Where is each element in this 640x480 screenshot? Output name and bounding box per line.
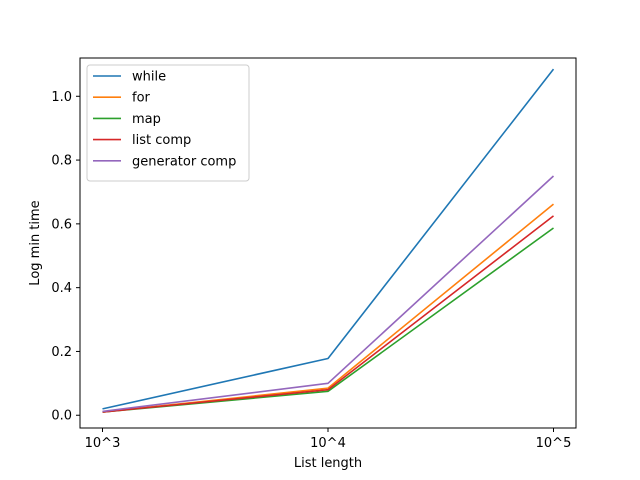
legend-label: for xyxy=(132,91,151,106)
y-tick-label: 0.4 xyxy=(51,281,72,296)
x-tick-label: 10^3 xyxy=(85,436,121,451)
y-axis: 0.0 0.2 0.4 0.6 0.8 1.0 xyxy=(51,90,80,424)
legend-label: list comp xyxy=(132,133,191,148)
legend-label: map xyxy=(132,112,161,127)
legend-box xyxy=(86,64,250,182)
x-tick-label: 10^4 xyxy=(310,436,346,451)
legend: while for map list comp generator comp xyxy=(86,64,250,182)
y-tick-label: 0.2 xyxy=(51,345,72,360)
y-tick-label: 0.0 xyxy=(51,409,72,424)
x-axis-label: List length xyxy=(294,456,362,471)
x-axis: 10^3 10^4 10^5 xyxy=(85,428,572,451)
y-axis-label: Log min time xyxy=(28,200,43,285)
series-line-generator-comp xyxy=(102,175,555,413)
y-tick-label: 0.8 xyxy=(51,154,72,169)
y-tick-label: 1.0 xyxy=(51,90,72,105)
series-line-while xyxy=(102,68,555,410)
legend-label: while xyxy=(132,70,166,85)
series-layer xyxy=(102,68,555,413)
y-tick-label: 0.6 xyxy=(51,217,72,232)
series-line-list-comp xyxy=(102,215,554,413)
legend-label: generator comp xyxy=(132,154,236,169)
x-tick-label: 10^5 xyxy=(536,436,572,451)
